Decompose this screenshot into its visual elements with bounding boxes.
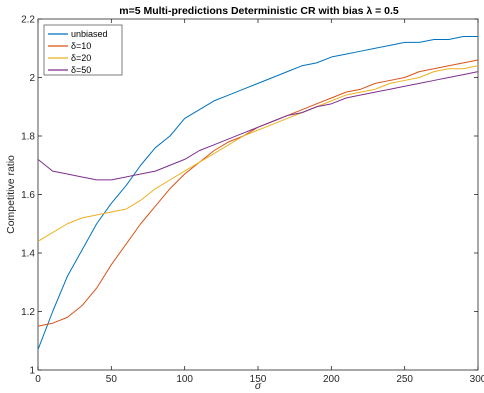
series-line-3 [37,71,479,181]
legend: unbiased δ=10 δ=20 δ=50 [43,24,123,76]
axis-ticks: 0 50 100 150 200 250 300 1 1.2 1.4 1.6 1.8 2 2.2 [21,15,484,386]
y-tick-label: 1.6 [21,190,35,201]
chart-title: m=5 Multi-predictions Deterministic CR w… [119,5,399,17]
x-axis-title: σ [255,380,262,392]
series-line-2 [37,65,479,242]
y-axis-title: Competitive ratio [5,155,17,234]
y-tick-label: 1.8 [21,132,35,143]
series-lines [37,36,479,350]
x-tick-label: 200 [323,374,340,385]
x-tick-label: 50 [106,374,118,385]
x-tick-label: 0 [35,374,41,385]
legend-box [43,24,123,76]
x-tick-label: 100 [176,374,193,385]
x-tick-label: 250 [396,374,413,385]
y-tick-label: 2.2 [21,15,35,26]
y-tick-label: 1.2 [21,307,35,318]
legend-label: δ=50 [71,65,91,75]
legend-label: δ=20 [71,53,91,63]
x-tick-label: 150 [250,374,267,385]
y-tick-label: 1 [29,366,35,377]
x-tick-label: 300 [470,374,484,385]
y-tick-label: 2 [29,73,35,84]
legend-label: δ=10 [71,41,91,51]
series-line-0 [37,36,478,350]
y-tick-label: 1.4 [21,249,35,260]
legend-label: unbiased [71,29,108,39]
